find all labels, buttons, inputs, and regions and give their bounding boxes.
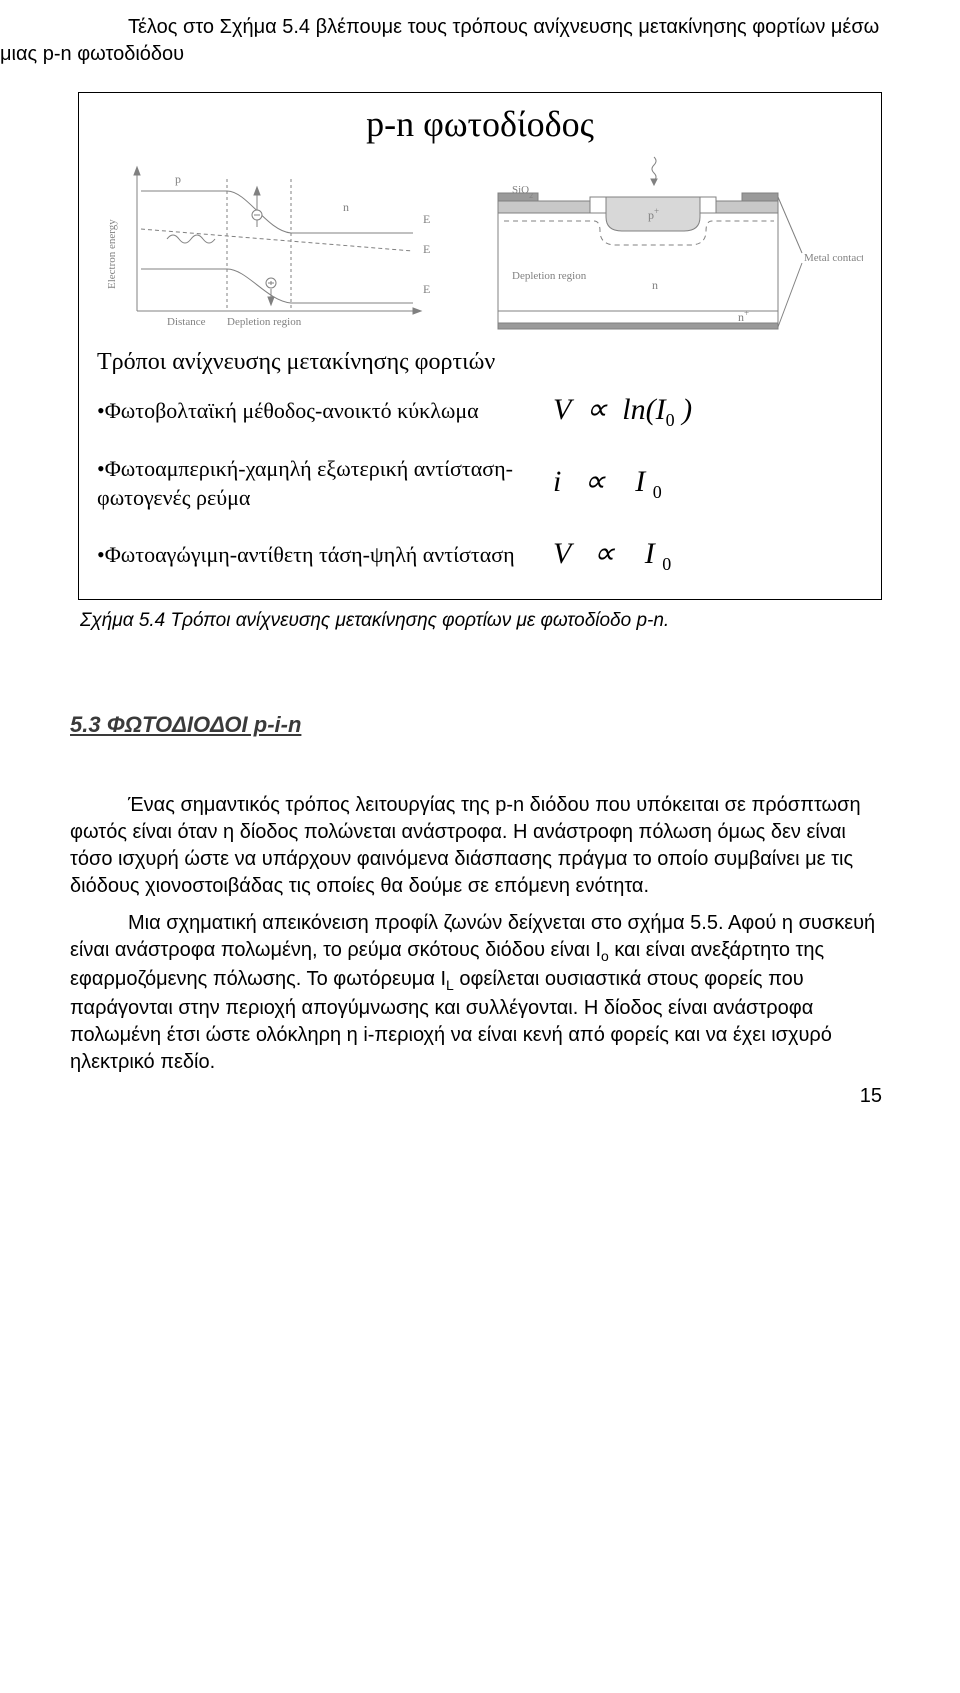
bullet-1-eq: V ∝ ln(I0 ) [537,392,863,431]
section-heading: 5.3 ΦΩΤΟΔΙΟΔΟΙ p-i-n [70,712,890,738]
figure-title: p-n φωτοδίοδος [97,103,863,145]
bullet-list: •Φωτοβολταϊκή μέθοδος-ανοικτό κύκλωμα V … [97,392,863,575]
bullet-2-text: •Φωτοαμπερική-χαμηλή εξωτερική αντίσταση… [97,455,537,512]
label-distance: Distance [167,316,206,328]
label-ef: E [423,242,430,256]
page-number: 15 [860,1085,882,1108]
body-para-1: Ένας σημαντικός τρόπος λειτουργίας της p… [70,792,890,900]
device-diagram: SiO2 Depletion region p+ n n+ Metal cont… [468,151,863,341]
label-yaxis: Electron energy [106,219,118,289]
figure-box: p-n φωτοδίοδος [78,92,882,600]
label-n: n [343,200,349,214]
bullet-2-eq: i ∝ I 0 [537,464,863,503]
bullet-1-text: •Φωτοβολταϊκή μέθοδος-ανοικτό κύκλωμα [97,397,537,426]
intro-text: Τέλος στο Σχήμα 5.4 βλέπουμε τους τρόπου… [0,14,890,68]
label-p: p [175,172,181,186]
p2-sub1: ο [601,948,609,964]
label-depletion: Depletion region [227,316,302,328]
label-metal: Metal contacts [804,252,863,264]
bullet-3-eq: V ∝ I 0 [537,536,863,575]
p2-sub2: L [446,977,454,993]
label-ev: E [423,282,430,296]
bullet-1: •Φωτοβολταϊκή μέθοδος-ανοικτό κύκλωμα V … [97,392,863,431]
label-n2: n [652,278,658,292]
bullet-3-text: •Φωτοαγώγιμη-αντίθετη τάση-ψηλή αντίστασ… [97,541,537,570]
label-sio2: SiO [512,184,529,196]
figure-subheading: Τρόποι ανίχνευσης μετακίνησης φορτιών [97,349,863,376]
svg-text:n+: n+ [738,308,749,324]
body-para-2: Μια σχηματική απεικόνειση προφίλ ζωνών δ… [70,910,890,1076]
diagrams-row: p n E E E Electron energy Distance Deple… [97,151,863,341]
bullet-2: •Φωτοαμπερική-χαμηλή εξωτερική αντίσταση… [97,455,863,512]
figure-caption: Σχήμα 5.4 Τρόποι ανίχνευσης μετακίνησης … [80,610,880,632]
label-ec: E [423,212,430,226]
band-diagram: p n E E E Electron energy Distance Deple… [97,151,432,341]
label-dep2: Depletion region [512,270,587,282]
bullet-3: •Φωτοαγώγιμη-αντίθετη τάση-ψηλή αντίστασ… [97,536,863,575]
